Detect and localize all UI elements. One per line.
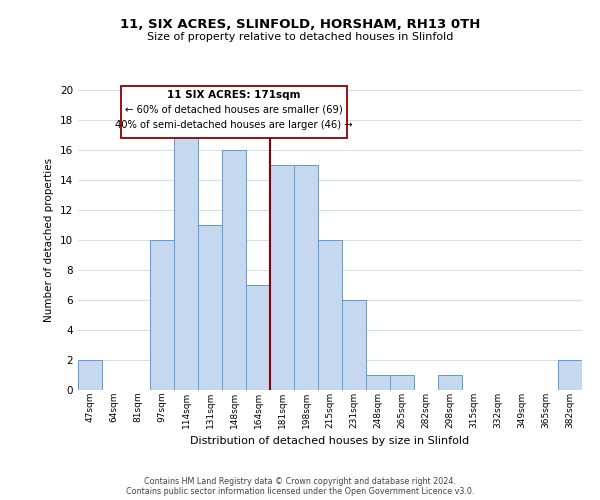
Text: 11, SIX ACRES, SLINFOLD, HORSHAM, RH13 0TH: 11, SIX ACRES, SLINFOLD, HORSHAM, RH13 0… bbox=[120, 18, 480, 30]
FancyBboxPatch shape bbox=[121, 86, 347, 138]
Bar bbox=[222, 150, 246, 390]
Bar bbox=[198, 225, 222, 390]
Bar bbox=[294, 165, 318, 390]
Bar bbox=[342, 300, 366, 390]
Text: Contains public sector information licensed under the Open Government Licence v3: Contains public sector information licen… bbox=[126, 486, 474, 496]
Bar bbox=[558, 360, 582, 390]
Bar bbox=[318, 240, 342, 390]
Bar bbox=[366, 375, 390, 390]
Bar bbox=[246, 285, 270, 390]
Y-axis label: Number of detached properties: Number of detached properties bbox=[44, 158, 55, 322]
Text: 40% of semi-detached houses are larger (46) →: 40% of semi-detached houses are larger (… bbox=[115, 120, 353, 130]
Bar bbox=[270, 165, 294, 390]
Bar bbox=[438, 375, 462, 390]
Text: ← 60% of detached houses are smaller (69): ← 60% of detached houses are smaller (69… bbox=[125, 104, 343, 115]
Bar bbox=[78, 360, 102, 390]
X-axis label: Distribution of detached houses by size in Slinfold: Distribution of detached houses by size … bbox=[190, 436, 470, 446]
Bar bbox=[390, 375, 414, 390]
Bar bbox=[150, 240, 174, 390]
Text: 11 SIX ACRES: 171sqm: 11 SIX ACRES: 171sqm bbox=[167, 90, 301, 100]
Text: Contains HM Land Registry data © Crown copyright and database right 2024.: Contains HM Land Registry data © Crown c… bbox=[144, 476, 456, 486]
Text: Size of property relative to detached houses in Slinfold: Size of property relative to detached ho… bbox=[147, 32, 453, 42]
Bar bbox=[174, 135, 198, 390]
